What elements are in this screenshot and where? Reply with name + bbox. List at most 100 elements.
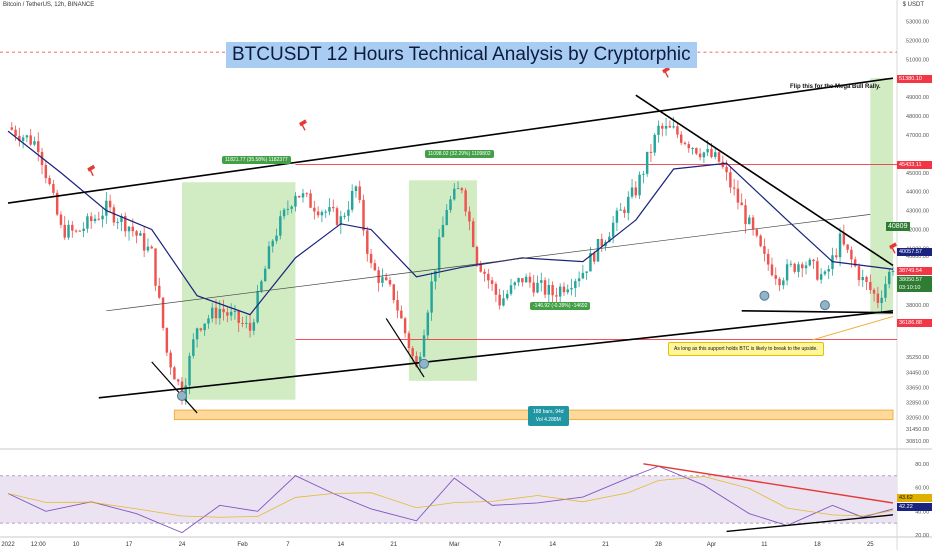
- candle: [691, 148, 694, 150]
- candle: [861, 277, 864, 281]
- price-label-38749: 38749.54: [897, 267, 932, 275]
- moving-average-line: [7, 130, 894, 316]
- candle: [10, 127, 14, 130]
- time-tick: 14: [549, 542, 556, 548]
- candle: [891, 271, 895, 273]
- price-label-51380: 51380.10: [897, 75, 932, 83]
- candle: [97, 218, 100, 220]
- candle: [782, 280, 785, 286]
- candle: [120, 216, 123, 223]
- candle: [592, 253, 596, 262]
- time-tick: 7: [286, 542, 290, 548]
- candle: [350, 190, 354, 210]
- candle: [313, 207, 316, 212]
- candle: [388, 280, 392, 285]
- candle: [835, 255, 838, 258]
- candle: [335, 208, 339, 225]
- candle: [494, 283, 498, 295]
- candle: [706, 149, 709, 153]
- candle: [403, 318, 407, 334]
- candle: [804, 265, 808, 269]
- candle: [25, 135, 29, 138]
- candle: [627, 196, 630, 214]
- candle: [176, 379, 180, 382]
- range-box-1: [181, 182, 296, 400]
- candle: [876, 293, 880, 304]
- time-tick: 14: [337, 542, 344, 548]
- candle: [453, 188, 456, 200]
- candle: [812, 259, 815, 262]
- candle: [290, 206, 293, 209]
- candle: [585, 271, 588, 273]
- candle: [286, 208, 290, 210]
- price-tick: 33650.00: [906, 385, 929, 391]
- time-tick: Mar: [449, 542, 459, 548]
- price-tick: 47000.00: [906, 133, 929, 139]
- candle: [695, 148, 698, 154]
- candle: [108, 200, 112, 208]
- candle: [131, 226, 135, 232]
- candle: [67, 224, 70, 238]
- candle: [411, 348, 414, 356]
- candle: [744, 205, 747, 225]
- rsi-divergence-line: [643, 463, 894, 504]
- candle: [78, 230, 82, 232]
- candle: [203, 323, 206, 331]
- bars-info-count: 188 bars, 94d: [533, 409, 564, 415]
- candle: [778, 278, 781, 286]
- candle: [487, 273, 490, 281]
- candle: [211, 307, 214, 319]
- candle: [581, 272, 585, 279]
- rsi-support-line: [726, 514, 894, 533]
- rsi-signal-line: [7, 476, 894, 518]
- candle: [324, 211, 327, 213]
- candle: [498, 294, 501, 306]
- candle: [509, 285, 513, 294]
- candle: [672, 126, 675, 128]
- price-tick: 40600.00: [906, 254, 929, 260]
- candle: [381, 277, 384, 283]
- candle: [154, 248, 157, 286]
- candle: [725, 166, 728, 173]
- candle: [407, 333, 411, 349]
- candle: [260, 281, 263, 292]
- candle: [127, 226, 131, 232]
- price-tick: 30810.00: [906, 439, 929, 445]
- price-tick: 45000.00: [906, 171, 929, 177]
- candle: [702, 152, 706, 158]
- range-label-2: 11098.02 (32.29%) 1109802: [425, 150, 494, 158]
- candle: [736, 188, 740, 203]
- candle: [540, 280, 543, 283]
- candle: [608, 236, 611, 243]
- candle: [339, 216, 343, 225]
- candle: [714, 152, 717, 157]
- candle: [21, 137, 25, 141]
- time-tick: 7: [498, 542, 502, 548]
- candle: [301, 193, 305, 198]
- candle: [570, 288, 573, 290]
- candle: [256, 291, 259, 323]
- time-tick: 10: [73, 542, 80, 548]
- candle: [384, 277, 388, 281]
- rsi-tick: 20.00: [915, 533, 929, 539]
- candle: [551, 285, 554, 296]
- price-tick: 53000.00: [906, 19, 929, 25]
- candle: [55, 192, 59, 215]
- time-tick: Apr: [707, 542, 716, 548]
- price-tick: 52000.00: [906, 38, 929, 44]
- candle: [543, 280, 547, 295]
- price-label-countdown: 03:10:10: [897, 284, 932, 292]
- candle: [816, 261, 819, 280]
- candle: [842, 233, 846, 245]
- candle: [653, 134, 656, 153]
- candle: [328, 207, 331, 212]
- candle: [441, 224, 445, 238]
- candle: [562, 286, 566, 293]
- time-tick: 28: [655, 542, 662, 548]
- candle: [838, 233, 842, 258]
- candle: [630, 187, 634, 197]
- rsi-tick: 40.00: [915, 509, 929, 515]
- candle: [850, 249, 853, 260]
- candle: [819, 274, 823, 280]
